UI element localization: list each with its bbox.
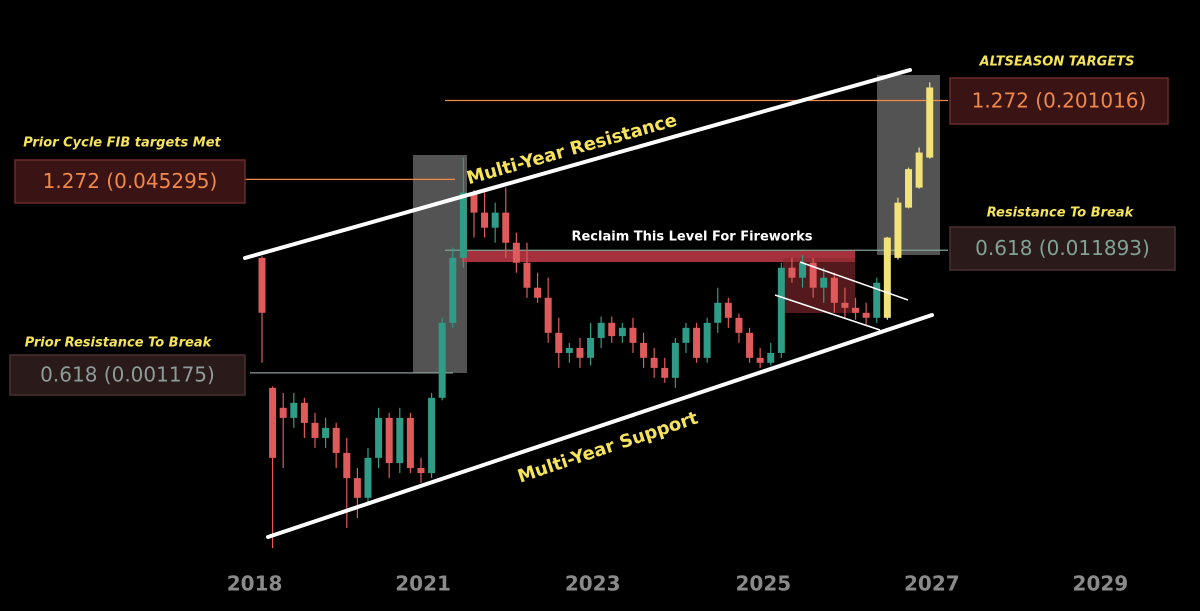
candle-body — [375, 417, 383, 458]
candle-body — [640, 342, 648, 358]
wedge-line — [799, 261, 909, 301]
level-caption: Prior Cycle FIB targets Met — [23, 136, 221, 151]
candle-body — [491, 212, 499, 228]
candle-body — [915, 152, 923, 188]
candle-body — [746, 332, 754, 358]
candle-body — [724, 302, 732, 318]
candle-body — [756, 357, 764, 363]
candle-body — [650, 357, 658, 368]
candle-body — [534, 287, 542, 298]
x-tick-label: 2018 — [227, 572, 283, 596]
candle-body — [438, 322, 446, 398]
level-box — [949, 77, 1169, 125]
resistance-trendline — [243, 68, 912, 260]
candle-body — [290, 402, 298, 418]
candle-body — [587, 337, 595, 358]
candle-body — [862, 312, 870, 318]
candle-body — [597, 322, 605, 338]
candle-body — [714, 302, 722, 323]
candle-body — [523, 262, 531, 288]
candle-body — [905, 169, 913, 208]
x-tick-label: 2021 — [395, 572, 451, 596]
candle-body — [735, 317, 743, 333]
candle-body — [841, 302, 849, 308]
candle-body — [555, 332, 563, 353]
candle-body — [926, 87, 934, 158]
candle-body — [332, 427, 340, 453]
x-tick-label: 2025 — [735, 572, 791, 596]
candle-body — [512, 242, 520, 263]
candle-body — [830, 277, 838, 303]
candle-body — [544, 297, 552, 333]
candle-body — [353, 478, 361, 498]
x-tick-label: 2023 — [565, 572, 621, 596]
candle-body — [671, 342, 679, 378]
reclaim-band — [462, 250, 855, 262]
x-tick-label: 2029 — [1073, 572, 1129, 596]
reclaim-label: Reclaim This Level For Fireworks — [571, 230, 812, 245]
support-trendline — [266, 313, 934, 539]
candle-body — [343, 452, 351, 479]
candle-body — [693, 327, 701, 358]
candle-body — [565, 347, 573, 353]
candle-body — [269, 387, 277, 458]
candle-body — [311, 422, 319, 438]
candle-body — [788, 267, 796, 278]
candle-body — [661, 367, 669, 378]
candle-body — [799, 262, 807, 278]
candle-body — [618, 327, 626, 337]
candle-body — [820, 277, 828, 288]
candle-body — [322, 427, 330, 438]
candle-body — [406, 417, 414, 468]
candles — [258, 82, 934, 549]
candle-body — [470, 192, 478, 213]
candle-body — [873, 282, 881, 318]
candle-body — [894, 202, 902, 258]
level-caption: Resistance To Break — [987, 206, 1135, 221]
candle-body — [502, 212, 510, 243]
candle-body — [417, 467, 425, 474]
candle-body — [682, 327, 690, 343]
level-label: 0.618 (0.001175) — [40, 363, 215, 387]
candle-body — [459, 192, 467, 258]
candle-body — [449, 257, 457, 323]
candle-body — [608, 322, 616, 337]
x-axis: 2018 2021 2023 2025 2027 2029 — [227, 572, 1128, 596]
levels: 1.272 (0.045295) Prior Cycle FIB targets … — [9, 55, 1176, 396]
candle-body — [428, 397, 436, 474]
candle-body — [481, 212, 489, 228]
candle-body — [279, 407, 287, 418]
candle-body — [767, 352, 775, 363]
level-label: 0.618 (0.011893) — [975, 236, 1150, 260]
candle-body — [576, 347, 584, 358]
candle-body — [703, 322, 711, 358]
x-tick-label: 2027 — [904, 572, 960, 596]
candle-body — [396, 417, 404, 464]
level-box — [949, 226, 1176, 271]
candle-body — [777, 267, 785, 353]
candle-body — [258, 257, 266, 313]
candle-body — [364, 457, 372, 498]
candle-body — [629, 327, 637, 343]
level-caption: Prior Resistance To Break — [25, 336, 213, 351]
level-label: 1.272 (0.045295) — [43, 169, 218, 193]
level-label: 1.272 (0.201016) — [972, 89, 1147, 113]
candle-body — [385, 417, 393, 464]
wedge-line — [774, 294, 881, 331]
candle-body — [809, 262, 817, 288]
candle-body — [883, 237, 891, 318]
level-caption: ALTSEASON TARGETS — [979, 55, 1135, 70]
level-box — [9, 354, 246, 396]
level-box — [14, 159, 246, 204]
candle-body — [852, 307, 860, 313]
candle-body — [300, 402, 308, 423]
